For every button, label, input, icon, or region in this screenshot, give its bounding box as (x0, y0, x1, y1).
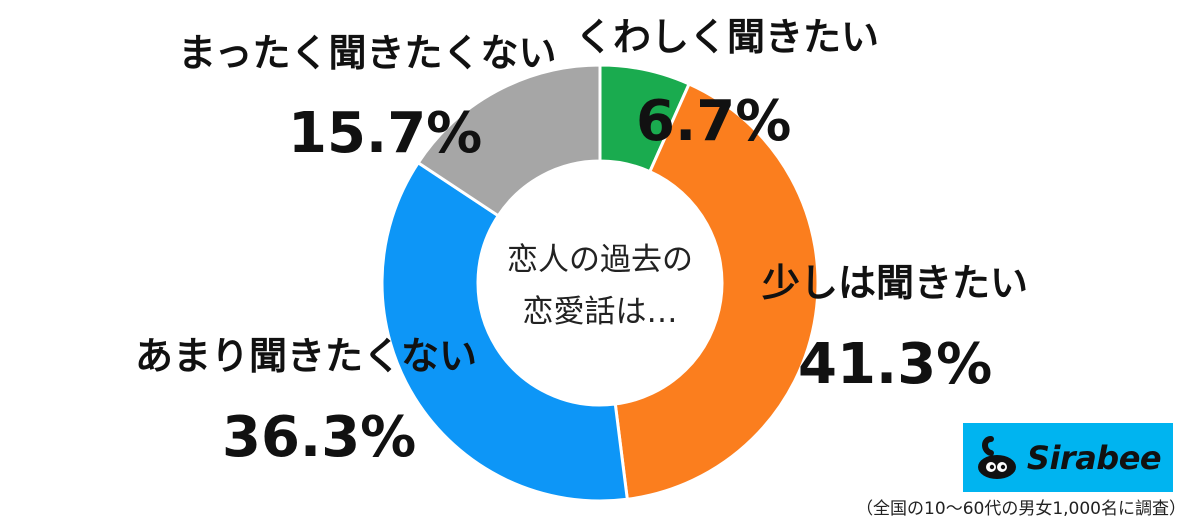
donut-slices (380, 63, 820, 503)
slice-value-3: 15.7% (288, 101, 482, 166)
donut-slice-2 (380, 160, 629, 503)
logo-text: Sirabee (1026, 438, 1162, 477)
sirabee-logo: Sirabee (963, 423, 1173, 492)
slice-label-1: 少しは聞きたい (762, 261, 1028, 305)
slice-label-2: あまり聞きたくない (135, 334, 477, 378)
center-label-line-1: 恋人の過去の (507, 242, 693, 278)
survey-footnote: （全国の10〜60代の男女1,000名に調査） (856, 499, 1186, 519)
center-label-line-2: 恋愛話は… (523, 294, 678, 330)
sirabee-mascot-icon (977, 435, 1016, 479)
slice-value-0: 6.7% (636, 89, 791, 154)
slice-value-1: 41.3% (798, 332, 992, 397)
slice-label-0: くわしく聞きたい (575, 15, 879, 59)
slice-label-3: まったく聞きたくない (178, 31, 556, 75)
donut-slice-1 (613, 82, 820, 501)
slice-value-2: 36.3% (222, 405, 416, 470)
donut-slice-3 (416, 63, 602, 218)
